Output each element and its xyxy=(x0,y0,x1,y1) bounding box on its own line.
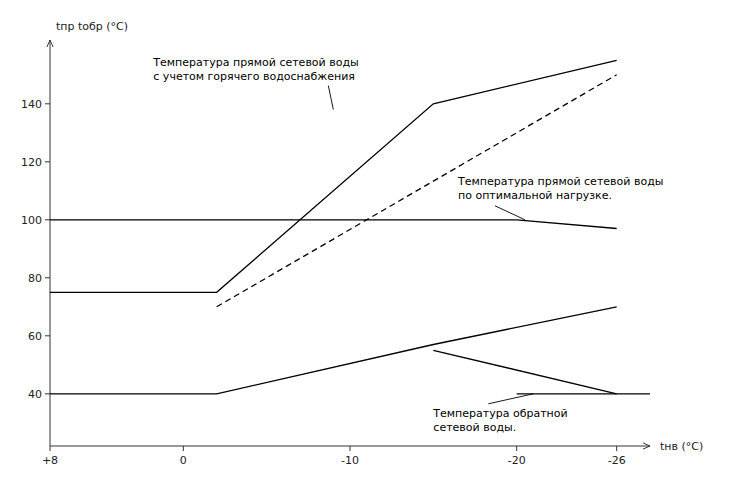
y-tick-label: 140 xyxy=(21,98,42,111)
y-tick xyxy=(45,277,50,278)
annotation: Температура прямой сетевой водыс учетом … xyxy=(152,56,358,83)
y-tick xyxy=(45,161,50,162)
line xyxy=(517,393,650,394)
annotation: Температура обратнойсетевой воды. xyxy=(432,407,567,434)
line xyxy=(217,75,617,307)
x-tick-label: -20 xyxy=(508,454,526,467)
line xyxy=(50,220,617,229)
y-tick xyxy=(45,335,50,336)
y-tick-label: 100 xyxy=(21,214,42,227)
y-tick-label: 60 xyxy=(28,330,42,343)
x-tick-label: -26 xyxy=(608,454,626,467)
x-tick xyxy=(516,446,517,451)
y-tick xyxy=(45,103,50,104)
x-tick xyxy=(183,446,184,451)
plot-area xyxy=(50,60,650,394)
y-tick-label: 120 xyxy=(21,156,42,169)
annotation: Температура прямой сетевой водыпо оптима… xyxy=(457,175,663,202)
y-tick xyxy=(45,393,50,394)
line xyxy=(50,307,617,394)
x-tick xyxy=(350,446,351,451)
y-axis xyxy=(50,40,51,446)
x-tick xyxy=(50,446,51,451)
chart: +8 0 -10 -20 -26 40 60 80 100 120 140 tпр tобр (°C)… xyxy=(0,0,730,486)
annotation-connector xyxy=(328,86,333,110)
x-tick-label: -10 xyxy=(341,454,359,467)
y-tick xyxy=(45,219,50,220)
x-tick-label: +8 xyxy=(42,454,58,467)
y-axis-label: tпр tобр (°C) xyxy=(56,20,128,33)
y-tick-label: 40 xyxy=(28,388,42,401)
line xyxy=(433,350,616,394)
y-tick-label: 80 xyxy=(28,272,42,285)
x-axis-label: tнв (°C) xyxy=(660,440,703,453)
annotation-connector xyxy=(495,206,525,220)
annotation-connector xyxy=(488,394,533,404)
x-tick xyxy=(616,446,617,451)
x-tick-label: 0 xyxy=(180,454,187,467)
